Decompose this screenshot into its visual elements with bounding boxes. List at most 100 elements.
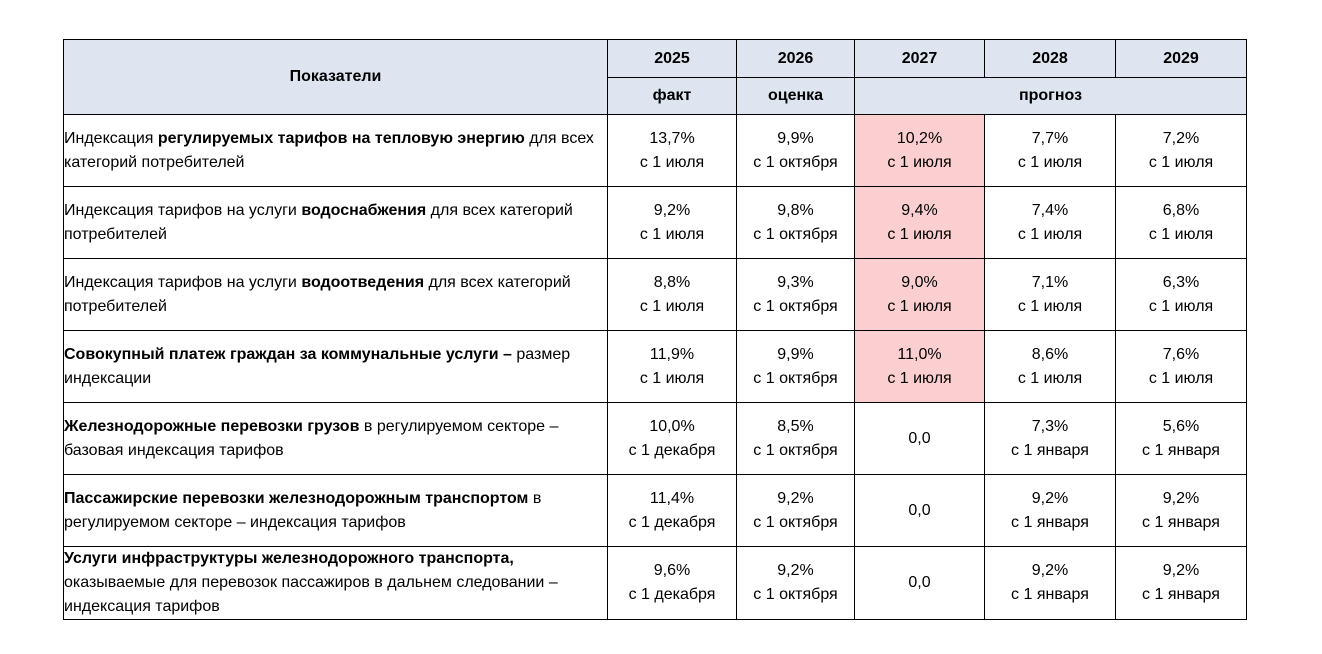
- value-percent: 9,4%: [901, 201, 938, 219]
- header-year-2027: 2027: [854, 39, 985, 78]
- value-percent: 8,6%: [1031, 345, 1069, 363]
- value-cell-2029: 7,2% с 1 июля: [1115, 114, 1247, 187]
- header-year-2025: 2025: [607, 39, 737, 78]
- value-cell-2029: 5,6% с 1 января: [1115, 402, 1247, 475]
- value-percent: 9,2%: [777, 562, 814, 579]
- value-effective-date: с 1 октября: [753, 441, 838, 459]
- value-percent: 7,1%: [1031, 273, 1069, 291]
- value-percent: 10,0%: [649, 417, 695, 435]
- indicator-cell: Индексация тарифов на услуги водоснабжен…: [63, 186, 608, 259]
- value-percent: 13,7%: [649, 129, 695, 147]
- table-row: Совокупный платеж граждан за коммунальны…: [63, 330, 1247, 403]
- value-effective-date: с 1 июля: [1017, 369, 1083, 387]
- indicator-cell: Совокупный платеж граждан за коммунальны…: [63, 330, 608, 403]
- value-cell-2025: 10,0% с 1 декабря: [607, 402, 737, 475]
- value-effective-date: с 1 октября: [753, 369, 838, 387]
- header-indicators: Показатели: [63, 39, 608, 115]
- value-percent: 9,2%: [1162, 562, 1200, 579]
- indicator-text: оказываемые для перевозок пассажиров в д…: [64, 574, 558, 615]
- value-cell-2027: 11,0% с 1 июля: [854, 330, 985, 403]
- indicator-text: размер индексации: [64, 345, 571, 387]
- value-percent: 9,2%: [1162, 489, 1200, 507]
- value-effective-date: с 1 января: [1142, 441, 1220, 459]
- value-cell-2027: 10,2% с 1 июля: [854, 114, 985, 187]
- value-effective-date: с 1 июля: [1017, 225, 1083, 243]
- value-percent: 9,2%: [1031, 562, 1069, 579]
- value-percent: 8,5%: [777, 417, 814, 435]
- indicator-text: для всех категорий потребителей: [64, 201, 573, 243]
- indicator-text: в регулируемом секторе – базовая индекса…: [64, 417, 559, 459]
- value-cell-2028: 7,7% с 1 июля: [984, 114, 1116, 187]
- value-percent: 6,8%: [1162, 201, 1200, 219]
- value-percent: 7,4%: [1031, 201, 1069, 219]
- value-cell-2026: 8,5% с 1 октября: [736, 402, 855, 475]
- value-cell-2025: 9,6% с 1 декабря: [607, 546, 737, 620]
- indicator-bold-text: Железнодорожные перевозки грузов: [64, 417, 360, 435]
- table-row: Индексация регулируемых тарифов на тепло…: [63, 114, 1247, 187]
- indicator-text: в регулируемом секторе – индексация тари…: [64, 489, 542, 531]
- value-cell-2027: 9,4% с 1 июля: [854, 186, 985, 259]
- indicator-text: Индексация тарифов на услуги: [64, 201, 302, 219]
- value-percent: 6,3%: [1162, 273, 1200, 291]
- indicator-bold-text: Пассажирские перевозки железнодорожным т…: [64, 489, 529, 507]
- value-percent: 8,8%: [653, 273, 691, 291]
- value-effective-date: с 1 июля: [1148, 153, 1214, 171]
- value-cell-2029: 6,3% с 1 июля: [1115, 258, 1247, 331]
- value-cell-2029: 9,2% с 1 января: [1115, 546, 1247, 620]
- value-cell-2028: 9,2% с 1 января: [984, 546, 1116, 620]
- header-row-subheaders: факт оценка прогноз: [64, 77, 1247, 115]
- value-percent: 0,0: [908, 429, 931, 447]
- value-percent: 9,3%: [777, 273, 814, 291]
- value-cell-2028: 7,4% с 1 июля: [984, 186, 1116, 259]
- value-percent: 11,9%: [649, 345, 695, 363]
- indicator-cell: Железнодорожные перевозки грузов в регул…: [63, 402, 608, 475]
- value-effective-date: с 1 июля: [1148, 369, 1214, 387]
- indicator-text: Индексация тарифов на услуги: [64, 273, 302, 291]
- tariff-table-container: Показатели 2025 2026 2027 2028 2029 факт…: [63, 39, 1247, 620]
- indicator-bold-text: водоснабжения: [301, 201, 427, 219]
- value-effective-date: с 1 октября: [753, 297, 838, 315]
- value-cell-2026: 9,3% с 1 октября: [736, 258, 855, 331]
- value-effective-date: с 1 июля: [639, 225, 705, 243]
- value-effective-date: с 1 января: [1011, 586, 1089, 603]
- value-percent: 11,0%: [897, 345, 942, 363]
- indicator-bold-text: водоотведения: [301, 273, 425, 291]
- value-percent: 7,7%: [1031, 129, 1069, 147]
- value-percent: 7,2%: [1162, 129, 1200, 147]
- value-percent: 5,6%: [1162, 417, 1200, 435]
- header-estimate: оценка: [736, 77, 855, 115]
- value-effective-date: с 1 декабря: [628, 586, 716, 603]
- value-percent: 10,2%: [896, 129, 943, 147]
- value-effective-date: с 1 октября: [753, 586, 838, 603]
- value-effective-date: с 1 октября: [753, 225, 838, 243]
- value-cell-2029: 9,2% с 1 января: [1115, 474, 1247, 547]
- indicator-cell: Индексация регулируемых тарифов на тепло…: [63, 114, 608, 187]
- value-cell-2027: 9,0% с 1 июля: [854, 258, 985, 331]
- value-effective-date: с 1 октября: [753, 153, 838, 171]
- value-effective-date: с 1 октября: [753, 513, 838, 531]
- header-year-2029: 2029: [1115, 39, 1247, 78]
- value-effective-date: с 1 января: [1011, 441, 1089, 459]
- value-effective-date: с 1 января: [1142, 513, 1220, 531]
- header-fact: факт: [607, 77, 737, 115]
- value-cell-2026: 9,9% с 1 октября: [736, 330, 855, 403]
- indicator-text: для всех категорий потребителей: [64, 273, 571, 315]
- header-year-2026: 2026: [736, 39, 855, 78]
- indicator-text: для всех категорий потребителей: [64, 129, 594, 171]
- value-cell-2028: 7,3% с 1 января: [984, 402, 1116, 475]
- value-cell-2027: 0,0: [854, 546, 985, 620]
- value-cell-2025: 13,7% с 1 июля: [607, 114, 737, 187]
- value-percent: 9,8%: [777, 201, 814, 219]
- value-cell-2029: 6,8% с 1 июля: [1115, 186, 1247, 259]
- value-effective-date: с 1 июля: [639, 369, 705, 387]
- indicator-text: Индексация: [64, 129, 158, 147]
- indicator-bold-text: регулируемых тарифов на тепловую энергию: [157, 129, 525, 147]
- value-cell-2025: 9,2% с 1 июля: [607, 186, 737, 259]
- value-percent: 7,3%: [1031, 417, 1069, 435]
- tariff-indexation-table: Показатели 2025 2026 2027 2028 2029 факт…: [63, 39, 1247, 620]
- value-effective-date: с 1 июля: [887, 297, 952, 315]
- value-cell-2025: 11,9% с 1 июля: [607, 330, 737, 403]
- value-percent: 9,2%: [653, 201, 691, 219]
- value-effective-date: с 1 июля: [1017, 153, 1083, 171]
- value-effective-date: с 1 июля: [1148, 297, 1214, 315]
